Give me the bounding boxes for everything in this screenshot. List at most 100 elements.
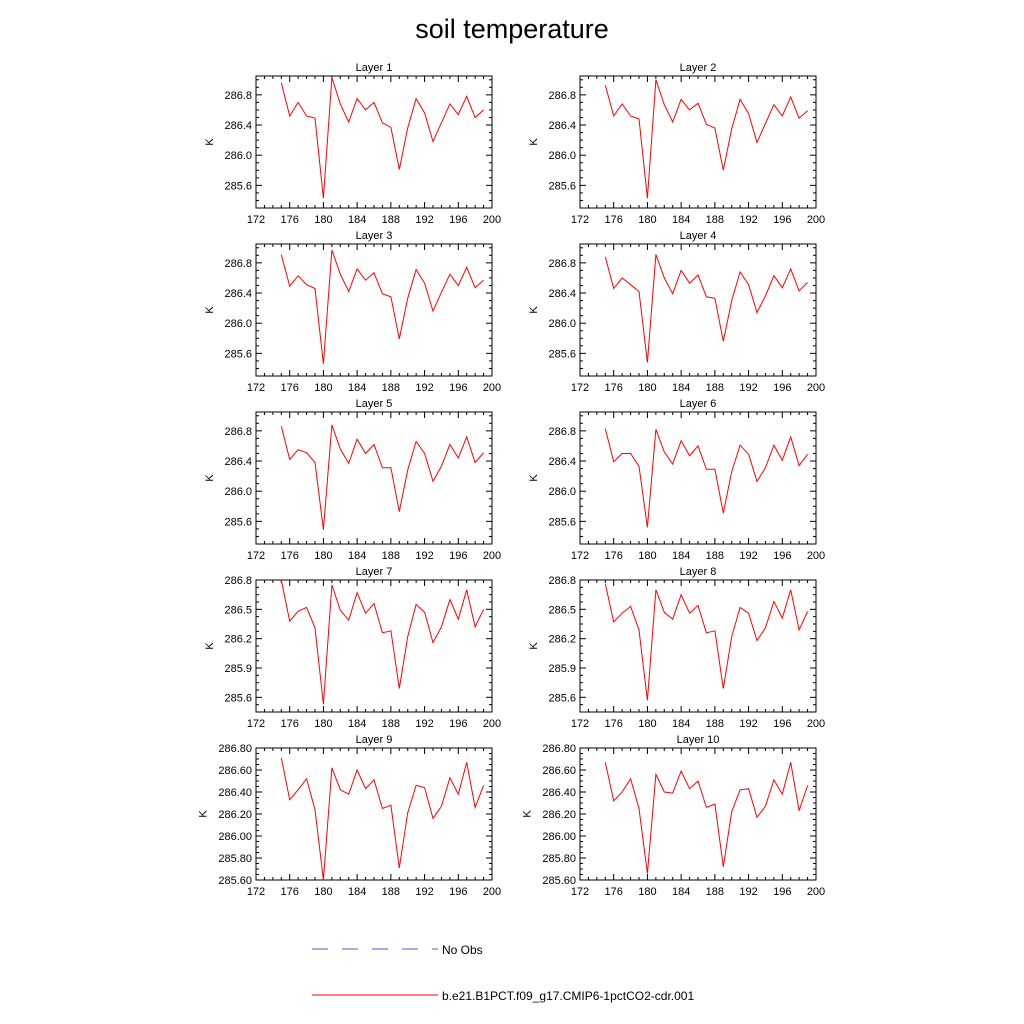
x-tick-label: 172 bbox=[571, 214, 589, 226]
plot-frame bbox=[255, 747, 493, 881]
x-tick-label: 196 bbox=[449, 718, 467, 730]
y-tick-label: 286.8 bbox=[548, 575, 576, 587]
x-tick-label: 172 bbox=[247, 214, 265, 226]
plot-frame bbox=[579, 243, 817, 377]
y-tick-label: 286.0 bbox=[224, 486, 252, 498]
x-tick-label: 172 bbox=[247, 886, 265, 898]
y-tick-label: 286.0 bbox=[548, 150, 576, 162]
y-tick-label: 286.80 bbox=[542, 743, 576, 755]
x-tick-label: 172 bbox=[571, 886, 589, 898]
x-tick-label: 192 bbox=[739, 214, 757, 226]
chart-panel-1: 172 176 180 184 188 192 196 200 285.6 286.0 286.4 2… bbox=[204, 62, 501, 226]
y-tick-label: 286.8 bbox=[224, 575, 252, 587]
panel-title: Layer 9 bbox=[356, 734, 393, 746]
y-tick-label: 285.6 bbox=[224, 692, 252, 704]
x-tick-label: 184 bbox=[672, 886, 690, 898]
panel-title: Layer 6 bbox=[680, 398, 717, 410]
chart-panel-10: 172 176 180 184 188 192 196 200 285.60 285.80 286.… bbox=[521, 734, 825, 898]
y-tick-label: 286.40 bbox=[218, 787, 252, 799]
plot-frame bbox=[255, 411, 493, 545]
y-tick-label: 286.4 bbox=[548, 120, 576, 132]
y-tick-label: 285.9 bbox=[224, 663, 252, 675]
x-tick-label: 184 bbox=[348, 718, 366, 730]
x-tick-label: 176 bbox=[281, 550, 299, 562]
y-tick-label: 286.0 bbox=[548, 318, 576, 330]
x-tick-label: 196 bbox=[449, 214, 467, 226]
x-tick-label: 184 bbox=[348, 886, 366, 898]
panel-title: Layer 3 bbox=[356, 230, 393, 242]
x-tick-label: 172 bbox=[247, 718, 265, 730]
x-tick-label: 196 bbox=[773, 382, 791, 394]
x-tick-label: 188 bbox=[382, 214, 400, 226]
series-line bbox=[604, 254, 808, 363]
x-tick-label: 192 bbox=[739, 718, 757, 730]
x-tick-label: 196 bbox=[773, 550, 791, 562]
x-tick-label: 172 bbox=[571, 382, 589, 394]
y-tick-label: 285.80 bbox=[218, 853, 252, 865]
y-tick-label: 286.8 bbox=[224, 90, 252, 102]
x-tick-label: 184 bbox=[348, 382, 366, 394]
x-tick-label: 192 bbox=[415, 886, 433, 898]
x-tick-label: 196 bbox=[773, 886, 791, 898]
x-tick-label: 176 bbox=[605, 718, 623, 730]
chart-panel-8: 172 176 180 184 188 192 196 200 285.6 285.9 286.2 2… bbox=[528, 566, 825, 730]
series-line bbox=[604, 79, 808, 199]
y-tick-label: 286.00 bbox=[218, 831, 252, 843]
y-tick-label: 285.6 bbox=[224, 348, 252, 360]
x-tick-label: 192 bbox=[415, 718, 433, 730]
x-tick-label: 192 bbox=[739, 382, 757, 394]
series-line bbox=[280, 757, 485, 881]
x-tick-label: 176 bbox=[605, 550, 623, 562]
y-tick-label: 285.6 bbox=[224, 180, 252, 192]
x-tick-label: 180 bbox=[314, 214, 332, 226]
y-tick-label: 286.60 bbox=[542, 765, 576, 777]
x-tick-label: 188 bbox=[706, 718, 724, 730]
x-tick-label: 200 bbox=[807, 886, 825, 898]
y-tick-label: 286.20 bbox=[218, 809, 252, 821]
y-axis-label: K bbox=[528, 138, 540, 146]
panel-title: Layer 5 bbox=[356, 398, 393, 410]
series-line bbox=[604, 428, 809, 528]
y-tick-label: 286.20 bbox=[542, 809, 576, 821]
x-tick-label: 172 bbox=[571, 718, 589, 730]
x-tick-label: 188 bbox=[706, 382, 724, 394]
plot-frame bbox=[579, 411, 817, 545]
y-tick-label: 286.8 bbox=[224, 258, 252, 270]
x-tick-label: 180 bbox=[314, 886, 332, 898]
x-tick-label: 188 bbox=[382, 550, 400, 562]
x-tick-label: 200 bbox=[483, 214, 501, 226]
chart-panel-2: 172 176 180 184 188 192 196 200 285.6 286.0 286.4 2… bbox=[528, 62, 825, 226]
series-line bbox=[280, 579, 485, 705]
x-tick-label: 188 bbox=[382, 886, 400, 898]
plot-frame bbox=[579, 75, 817, 209]
x-tick-label: 180 bbox=[314, 382, 332, 394]
plot-frame bbox=[579, 747, 817, 881]
x-tick-label: 180 bbox=[638, 886, 656, 898]
y-tick-label: 286.2 bbox=[224, 634, 252, 646]
series-line bbox=[604, 583, 809, 701]
panel-title: Layer 7 bbox=[356, 566, 393, 578]
panel-title: Layer 1 bbox=[356, 62, 393, 74]
x-tick-label: 172 bbox=[247, 382, 265, 394]
x-tick-label: 192 bbox=[739, 550, 757, 562]
chart-panel-3: 172 176 180 184 188 192 196 200 285.6 286.0 286.4 2… bbox=[204, 230, 501, 394]
panel-title: Layer 8 bbox=[680, 566, 717, 578]
y-tick-label: 285.60 bbox=[542, 875, 576, 887]
x-tick-label: 192 bbox=[415, 214, 433, 226]
y-axis-label: K bbox=[204, 474, 216, 482]
panel-title: Layer 2 bbox=[680, 62, 717, 74]
x-tick-label: 200 bbox=[483, 718, 501, 730]
y-tick-label: 286.00 bbox=[542, 831, 576, 843]
x-tick-label: 196 bbox=[449, 886, 467, 898]
x-tick-label: 188 bbox=[382, 718, 400, 730]
y-tick-label: 286.40 bbox=[542, 787, 576, 799]
x-tick-label: 176 bbox=[605, 214, 623, 226]
x-tick-label: 188 bbox=[706, 550, 724, 562]
series-line bbox=[280, 77, 484, 199]
x-tick-label: 200 bbox=[807, 214, 825, 226]
y-axis-label: K bbox=[204, 138, 216, 146]
plot-frame bbox=[255, 579, 493, 713]
y-tick-label: 285.6 bbox=[548, 180, 576, 192]
x-tick-label: 196 bbox=[773, 718, 791, 730]
y-tick-label: 286.0 bbox=[548, 486, 576, 498]
